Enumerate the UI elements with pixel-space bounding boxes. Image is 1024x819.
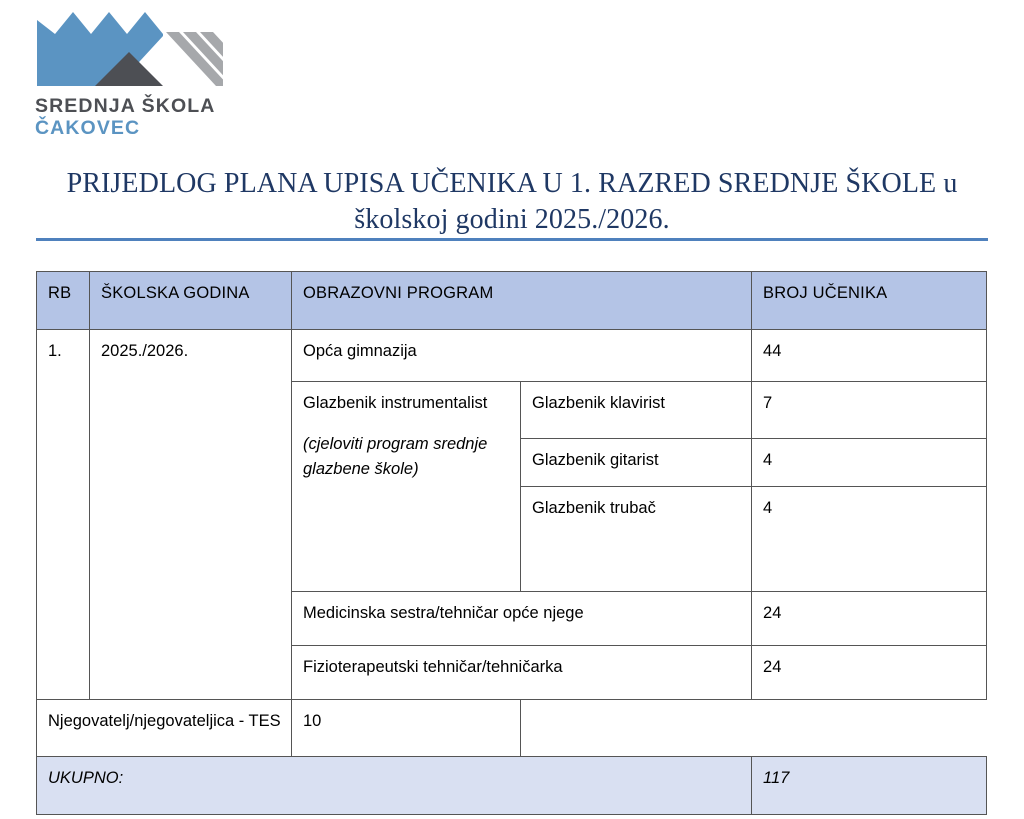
program-name-text: Glazbenik instrumentalist xyxy=(303,394,488,412)
cell-count-gitarist: 4 xyxy=(751,438,988,487)
cell-program-opca-gimnazija: Opća gimnazija xyxy=(290,329,753,382)
enrollment-plan-table: RB ŠKOLSKA GODINA OBRAZOVNI PROGRAM BROJ… xyxy=(35,271,988,815)
table-row: Glazbenik trubač 4 xyxy=(37,486,988,592)
cell-count-trubac: 4 xyxy=(751,486,988,592)
cell-count-klavirist: 7 xyxy=(751,381,988,439)
header-rb: RB xyxy=(36,271,90,330)
cell-program-njegovatelj: Njegovatelj/njegovateljica - TES xyxy=(36,699,292,757)
program-note-text: (cjeloviti program srednje glazbene škol… xyxy=(303,435,488,478)
table-row: Medicinska sestra/tehničar opće njege 24 xyxy=(37,591,988,646)
logo-line-one: SREDNJA ŠKOLA xyxy=(35,95,216,117)
table-total-row: UKUPNO: 117 xyxy=(35,756,988,815)
header-students: BROJ UČENIKA xyxy=(751,271,988,330)
cell-subprogram-trubac: Glazbenik trubač xyxy=(519,486,753,592)
cell-subprogram-gitarist: Glazbenik gitarist xyxy=(519,438,753,487)
cell-program-fizioterapeutski: Fizioterapeutski tehničar/tehničarka xyxy=(290,645,753,700)
school-logo: SREDNJA ŠKOLA ČAKOVEC xyxy=(33,8,263,140)
cell-count-opca-gimnazija: 44 xyxy=(751,329,988,382)
dark-triangle-shape xyxy=(95,52,163,86)
total-value: 117 xyxy=(751,756,988,815)
title-divider-rule xyxy=(36,238,988,241)
cell-school-year: 2025./2026. xyxy=(89,329,292,700)
cell-count-medicinska-sestra: 24 xyxy=(751,591,988,646)
gray-stripe-1 xyxy=(166,32,229,86)
logo-wordmark: SREDNJA ŠKOLA ČAKOVEC xyxy=(35,95,216,140)
table-header-row: RB ŠKOLSKA GODINA OBRAZOVNI PROGRAM BROJ… xyxy=(36,271,988,330)
cell-count-njegovatelj: 10 xyxy=(291,699,521,757)
table-row: 1. 2025./2026. Opća gimnazija 44 xyxy=(36,329,988,700)
header-school-year: ŠKOLSKA GODINA xyxy=(89,271,292,330)
table-row: Glazbenik instrumentalist (cjeloviti pro… xyxy=(37,381,988,592)
document-title: PRIJEDLOG PLANA UPISA UČENIKA U 1. RAZRE… xyxy=(66,168,958,235)
cell-subprogram-klavirist: Glazbenik klavirist xyxy=(519,381,753,439)
cell-rb: 1. xyxy=(36,329,90,700)
table-row: Njegovatelj/njegovateljica - TES 10 xyxy=(36,699,987,757)
logo-line-two: ČAKOVEC xyxy=(35,116,141,139)
cell-program-glazbenik-instrumentalist: Glazbenik instrumentalist (cjeloviti pro… xyxy=(291,381,521,592)
table-row: Fizioterapeutski tehničar/tehničarka 24 xyxy=(37,645,988,700)
mountain-logo-mark xyxy=(33,8,263,90)
cell-program-medicinska-sestra: Medicinska sestra/tehničar opće njege xyxy=(290,591,753,646)
table-row: Glazbenik gitarist 4 xyxy=(37,438,988,487)
cell-count-fizioterapeutski: 24 xyxy=(751,645,988,700)
total-label: UKUPNO: xyxy=(35,756,753,815)
header-program: OBRAZOVNI PROGRAM xyxy=(290,271,753,330)
